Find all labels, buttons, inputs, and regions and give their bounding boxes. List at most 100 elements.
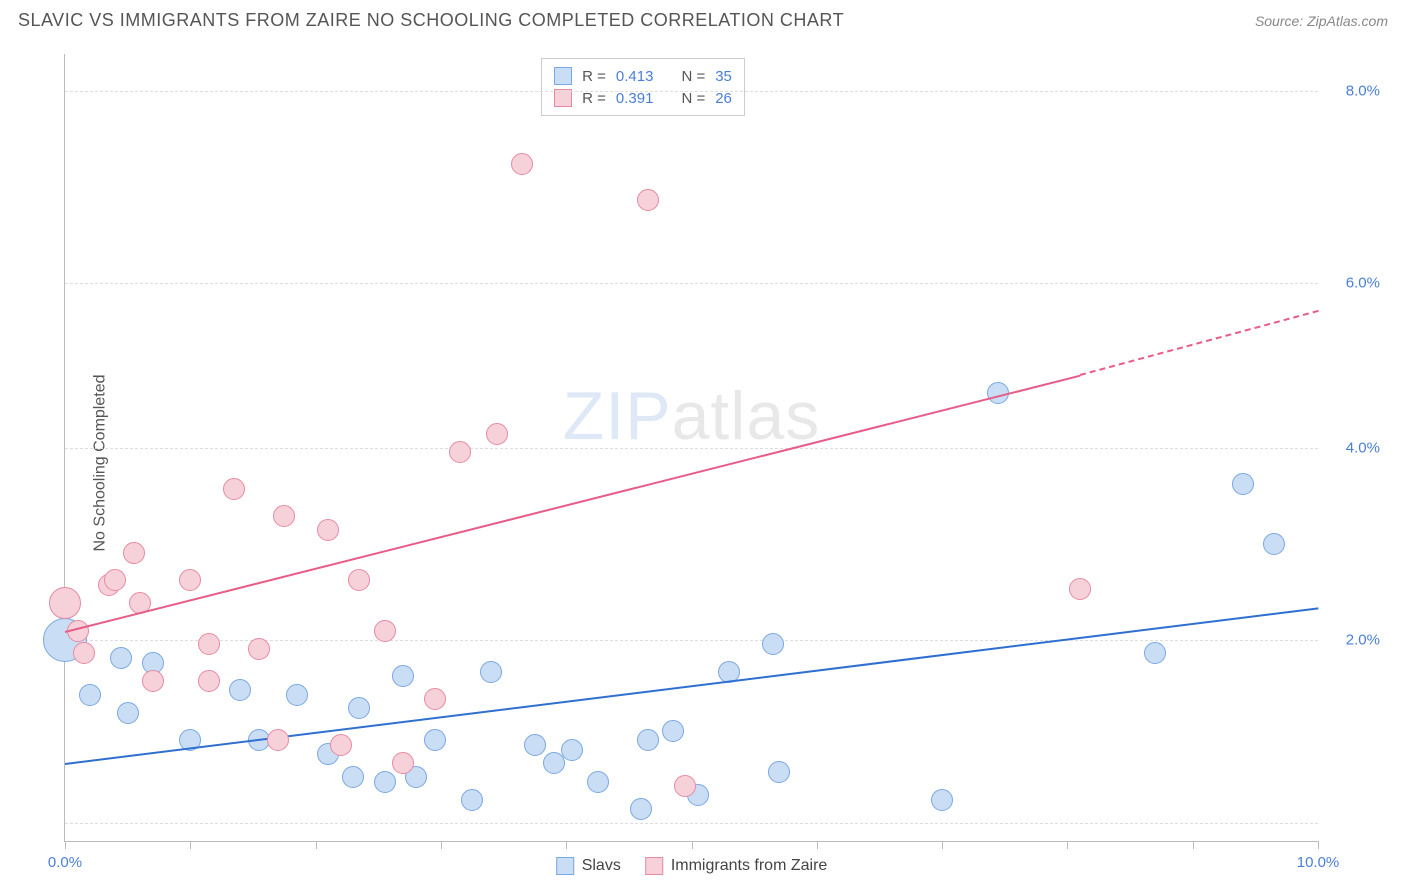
x-tick	[692, 841, 693, 849]
source-label: Source:	[1255, 13, 1307, 29]
x-tick	[817, 841, 818, 849]
x-tick-label: 10.0%	[1297, 854, 1340, 871]
legend-swatch	[645, 857, 663, 875]
scatter-point	[486, 423, 508, 445]
r-label: R =	[582, 90, 606, 107]
scatter-point	[630, 798, 652, 820]
gridline-h	[65, 91, 1318, 92]
scatter-point	[49, 587, 81, 619]
x-tick	[316, 841, 317, 849]
x-tick	[190, 841, 191, 849]
x-tick	[1067, 841, 1068, 849]
legend-swatch	[554, 67, 572, 85]
watermark-brand-a: ZIP	[563, 378, 672, 454]
legend-label: Immigrants from Zaire	[671, 857, 827, 875]
scatter-point	[229, 679, 251, 701]
scatter-point	[273, 505, 295, 527]
scatter-point	[1263, 533, 1285, 555]
scatter-point	[142, 670, 164, 692]
scatter-point	[223, 478, 245, 500]
trend-line	[65, 374, 1080, 632]
n-value: 35	[715, 68, 732, 85]
scatter-point	[637, 729, 659, 751]
scatter-point	[637, 189, 659, 211]
scatter-point	[73, 642, 95, 664]
scatter-point	[931, 789, 953, 811]
gridline-h	[65, 448, 1318, 449]
x-tick	[1318, 841, 1319, 849]
scatter-point	[79, 684, 101, 706]
scatter-point	[1232, 473, 1254, 495]
scatter-point	[511, 153, 533, 175]
x-tick	[441, 841, 442, 849]
trend-line	[65, 608, 1318, 766]
x-tick	[942, 841, 943, 849]
chart-container: No Schooling Completed ZIPatlas R =0.413…	[18, 44, 1388, 882]
legend-label: Slavs	[582, 857, 621, 875]
scatter-point	[342, 766, 364, 788]
y-tick-label: 2.0%	[1346, 631, 1380, 648]
watermark: ZIPatlas	[563, 377, 820, 455]
x-tick-label: 0.0%	[48, 854, 82, 871]
scatter-point	[110, 647, 132, 669]
legend-item: Immigrants from Zaire	[645, 857, 827, 875]
y-tick-label: 6.0%	[1346, 274, 1380, 291]
plot-area: ZIPatlas R =0.413N =35R =0.391N =26 Slav…	[64, 54, 1318, 842]
n-label: N =	[681, 90, 705, 107]
legend-swatch	[556, 857, 574, 875]
watermark-brand-b: atlas	[672, 378, 821, 454]
scatter-point	[117, 702, 139, 724]
scatter-point	[587, 771, 609, 793]
x-tick	[65, 841, 66, 849]
scatter-point	[198, 633, 220, 655]
scatter-point	[561, 739, 583, 761]
scatter-point	[424, 688, 446, 710]
scatter-point	[662, 720, 684, 742]
scatter-point	[374, 771, 396, 793]
scatter-point	[768, 761, 790, 783]
scatter-point	[461, 789, 483, 811]
scatter-point	[179, 569, 201, 591]
r-label: R =	[582, 68, 606, 85]
scatter-point	[392, 752, 414, 774]
scatter-point	[543, 752, 565, 774]
scatter-point	[248, 638, 270, 660]
gridline-h	[65, 823, 1318, 824]
scatter-point	[762, 633, 784, 655]
scatter-point	[424, 729, 446, 751]
legend-item: Slavs	[556, 857, 621, 875]
y-tick-label: 4.0%	[1346, 439, 1380, 456]
correlation-stats-box: R = 0.413 N = 35 R = 0.391 N = 26	[541, 58, 745, 116]
scatter-point	[348, 569, 370, 591]
source-attribution: Source: ZipAtlas.com	[1255, 13, 1388, 29]
scatter-point	[374, 620, 396, 642]
scatter-point	[449, 441, 471, 463]
scatter-point	[524, 734, 546, 756]
scatter-point	[392, 665, 414, 687]
scatter-point	[480, 661, 502, 683]
trend-line-extrapolated	[1080, 310, 1319, 376]
r-value: 0.391	[616, 90, 654, 107]
scatter-point	[267, 729, 289, 751]
scatter-point	[317, 519, 339, 541]
scatter-point	[674, 775, 696, 797]
gridline-h	[65, 283, 1318, 284]
scatter-point	[286, 684, 308, 706]
source-name: ZipAtlas.com	[1307, 13, 1388, 29]
chart-title: SLAVIC VS IMMIGRANTS FROM ZAIRE NO SCHOO…	[18, 10, 844, 31]
r-value: 0.413	[616, 68, 654, 85]
y-tick-label: 8.0%	[1346, 82, 1380, 99]
scatter-point	[1144, 642, 1166, 664]
stats-row: R = 0.413 N = 35	[554, 65, 732, 87]
n-value: 26	[715, 90, 732, 107]
legend-swatch	[554, 89, 572, 107]
scatter-point	[104, 569, 126, 591]
legend: Slavs Immigrants from Zaire	[556, 857, 828, 875]
x-tick	[1193, 841, 1194, 849]
scatter-point	[348, 697, 370, 719]
x-tick	[566, 841, 567, 849]
scatter-point	[330, 734, 352, 756]
scatter-point	[123, 542, 145, 564]
scatter-point	[198, 670, 220, 692]
n-label: N =	[681, 68, 705, 85]
